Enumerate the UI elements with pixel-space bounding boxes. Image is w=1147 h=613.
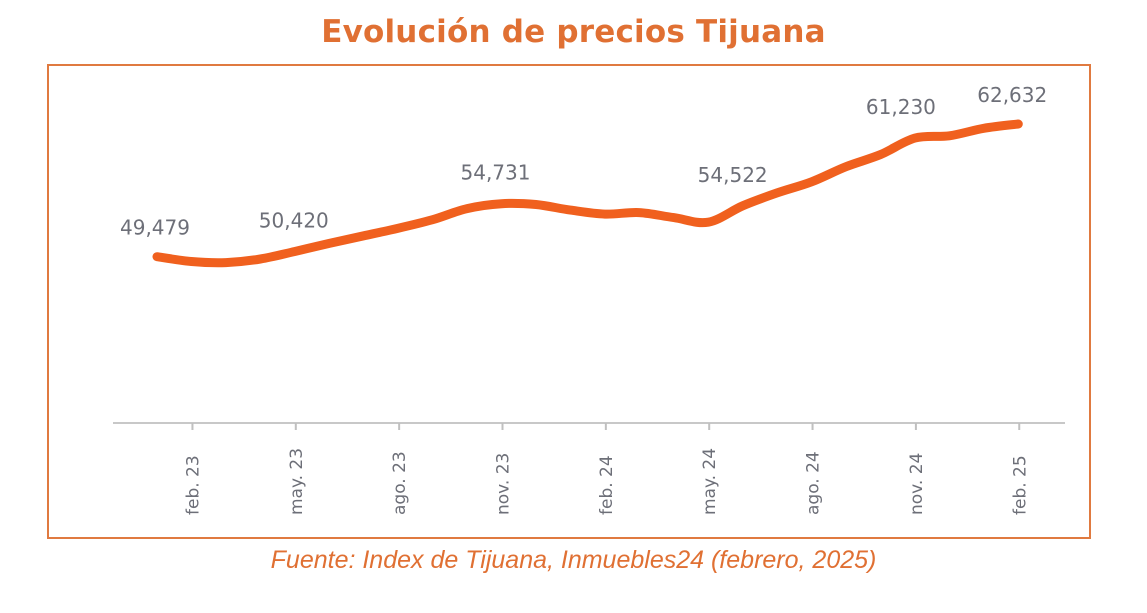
x-tick-label: ago. 23 [390, 451, 410, 515]
x-tick-label: feb. 25 [1010, 455, 1030, 515]
data-label: 49,479 [120, 216, 190, 240]
chart-title: Evolución de precios Tijuana [321, 14, 826, 50]
source-caption: Fuente: Index de Tijuana, Inmuebles24 (f… [270, 546, 877, 574]
data-label: 54,522 [698, 163, 768, 187]
data-label: 62,632 [977, 83, 1047, 107]
data-label: 61,230 [866, 95, 936, 119]
data-labels: 49,479 50,420 54,731 54,522 61,230 62,632 [120, 83, 1047, 240]
x-tick-label: nov. 23 [494, 453, 514, 515]
x-tick-label: feb. 24 [597, 455, 617, 515]
data-label: 54,731 [461, 161, 531, 185]
x-tick-label: ago. 24 [804, 451, 824, 515]
x-tick-label: feb. 23 [183, 455, 203, 515]
x-tick-label: nov. 24 [907, 453, 927, 515]
price-series-line [152, 119, 1023, 268]
chart-frame [47, 64, 1091, 539]
x-tick-label: may. 23 [287, 448, 307, 515]
x-axis-ticks: feb. 23 may. 23 ago. 23 nov. 23 feb. 24 may. … [183, 423, 1030, 515]
data-label: 50,420 [259, 208, 329, 232]
x-tick-label: may. 24 [700, 448, 720, 515]
